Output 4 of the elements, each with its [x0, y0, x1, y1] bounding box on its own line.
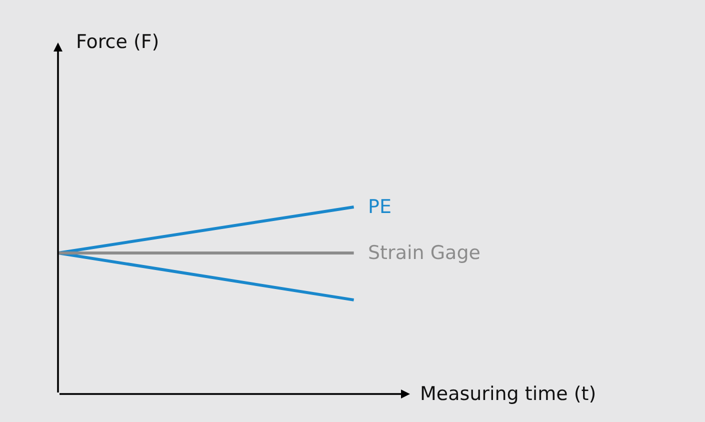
series-label: Strain Gage: [368, 242, 480, 264]
text: Force (F): [76, 31, 160, 53]
series-label: PE: [368, 196, 392, 218]
x-axis-title: Measuring time (t): [420, 383, 596, 405]
